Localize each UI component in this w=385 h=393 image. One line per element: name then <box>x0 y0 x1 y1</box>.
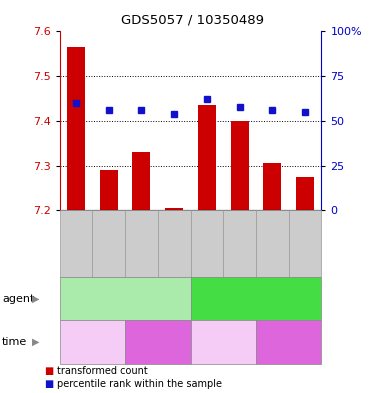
Text: percentile rank within the sample: percentile rank within the sample <box>57 379 222 389</box>
Bar <box>231 121 249 210</box>
Text: ▶: ▶ <box>32 294 39 304</box>
Text: ▶: ▶ <box>32 337 39 347</box>
Bar <box>132 152 151 210</box>
Text: 25 hours: 25 hours <box>133 337 182 347</box>
Text: vehicle: vehicle <box>236 294 276 304</box>
Text: 7 hours: 7 hours <box>71 337 114 347</box>
Text: GSM1230989: GSM1230989 <box>104 217 113 270</box>
Text: GSM1230987: GSM1230987 <box>170 217 179 270</box>
Text: GSM1230986: GSM1230986 <box>137 217 146 270</box>
Text: GSM1230991: GSM1230991 <box>301 217 310 270</box>
Text: ■: ■ <box>44 366 54 376</box>
Text: GSM1230993: GSM1230993 <box>235 217 244 270</box>
Text: GDS5057 / 10350489: GDS5057 / 10350489 <box>121 14 264 27</box>
Text: mepenzolate: mepenzolate <box>89 294 161 304</box>
Text: GSM1230992: GSM1230992 <box>203 217 211 270</box>
Text: 7 hours: 7 hours <box>202 337 244 347</box>
Text: transformed count: transformed count <box>57 366 148 376</box>
Bar <box>296 177 314 210</box>
Bar <box>198 105 216 210</box>
Text: GSM1230988: GSM1230988 <box>72 217 80 270</box>
Text: GSM1230990: GSM1230990 <box>268 217 277 270</box>
Bar <box>165 208 183 210</box>
Bar <box>263 163 281 210</box>
Text: ■: ■ <box>44 379 54 389</box>
Text: time: time <box>2 337 27 347</box>
Bar <box>67 47 85 210</box>
Text: agent: agent <box>2 294 34 304</box>
Text: 25 hours: 25 hours <box>264 337 313 347</box>
Bar <box>100 170 118 210</box>
